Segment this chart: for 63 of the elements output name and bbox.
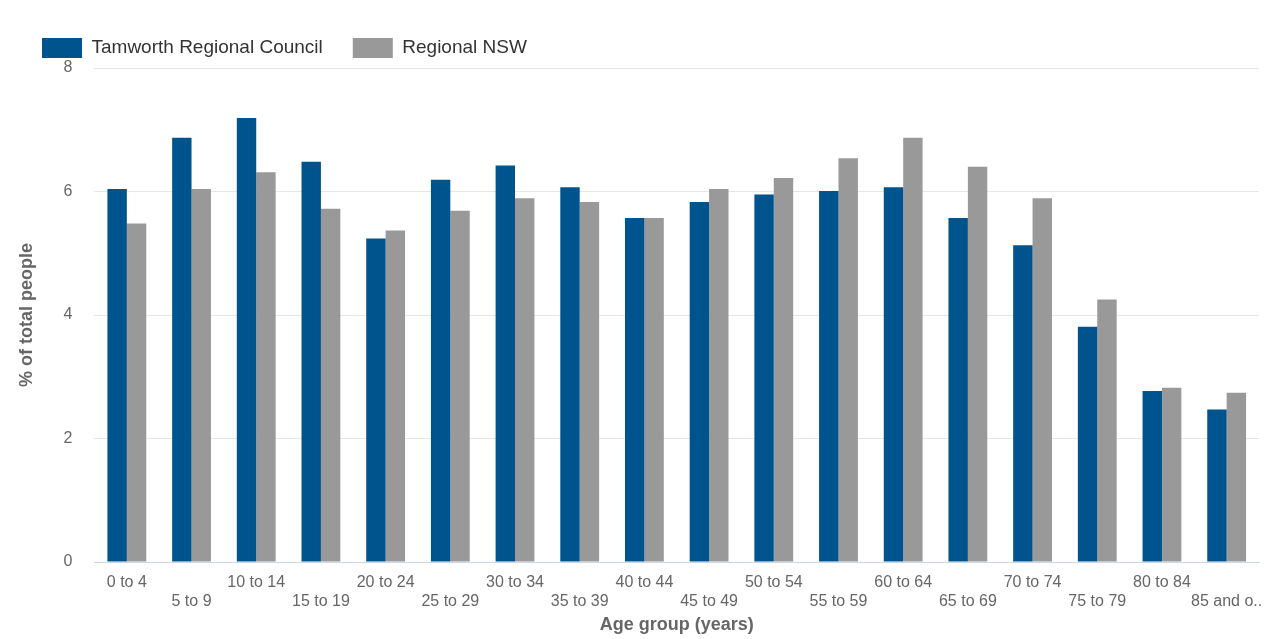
x-tick-label: 55 to 59: [809, 592, 868, 610]
bar: [1032, 198, 1052, 562]
bar: [1097, 299, 1117, 562]
y-tick-label: 0: [63, 552, 73, 570]
bar: [1077, 326, 1098, 562]
bar: [689, 202, 710, 562]
legend-label: Regional NSW: [402, 36, 527, 58]
bar: [948, 218, 968, 562]
x-tick-label: 40 to 44: [615, 573, 674, 591]
bar: [515, 198, 535, 562]
bar: [191, 189, 211, 562]
y-tick-label: 2: [63, 428, 73, 446]
bar: [1207, 409, 1227, 562]
x-tick-label: 80 to 84: [1133, 573, 1191, 591]
x-tick-label: 5 to 9: [171, 592, 212, 610]
y-axis-title: % of total people: [15, 243, 36, 387]
bar: [967, 166, 988, 562]
x-tick-label: 60 to 64: [874, 573, 933, 591]
bar: [1142, 390, 1162, 562]
x-tick-label: 85 and o..: [1191, 592, 1263, 610]
bar: [819, 190, 839, 562]
bar: [754, 194, 774, 562]
bar: [107, 189, 127, 562]
bar: [236, 118, 257, 562]
x-tick-label: 50 to 54: [744, 573, 803, 591]
bar: [256, 172, 276, 562]
x-tick-label: 20 to 24: [356, 573, 415, 591]
bar: [579, 202, 600, 562]
x-tick-label: 15 to 19: [292, 592, 350, 610]
bar: [450, 210, 470, 562]
bar: [126, 223, 147, 562]
bar: [709, 189, 729, 562]
bar: [560, 187, 580, 562]
bar: [1161, 387, 1182, 562]
x-tick-label: 35 to 39: [550, 592, 609, 610]
y-tick-label: 4: [63, 305, 73, 323]
bar: [838, 158, 858, 562]
x-tick-label: 30 to 34: [486, 573, 545, 591]
x-tick-label: 65 to 69: [938, 592, 997, 610]
bar: [385, 230, 406, 562]
y-tick-label: 8: [63, 58, 73, 76]
bar: [430, 179, 451, 562]
bar: [903, 137, 923, 562]
bar: [644, 218, 664, 562]
bar: [301, 161, 321, 562]
x-tick-label: 45 to 49: [680, 592, 739, 610]
y-tick-label: 6: [63, 181, 73, 199]
bar: [883, 187, 904, 562]
x-tick-label: 10 to 14: [227, 573, 286, 591]
bar: [624, 218, 645, 562]
legend-label: Tamworth Regional Council: [91, 36, 323, 58]
bar: [1226, 392, 1247, 562]
bar: [320, 208, 341, 562]
x-tick-label: 25 to 29: [421, 592, 480, 610]
x-tick-label: 0 to 4: [106, 573, 147, 591]
x-tick-label: 70 to 74: [1003, 573, 1062, 591]
bar: [172, 137, 192, 562]
x-tick-label: 75 to 79: [1068, 592, 1127, 610]
x-axis-title: Age group (years): [599, 614, 754, 635]
bar: [495, 165, 516, 562]
bar: [1013, 245, 1033, 562]
bar: [773, 177, 794, 562]
bar: [366, 238, 386, 562]
